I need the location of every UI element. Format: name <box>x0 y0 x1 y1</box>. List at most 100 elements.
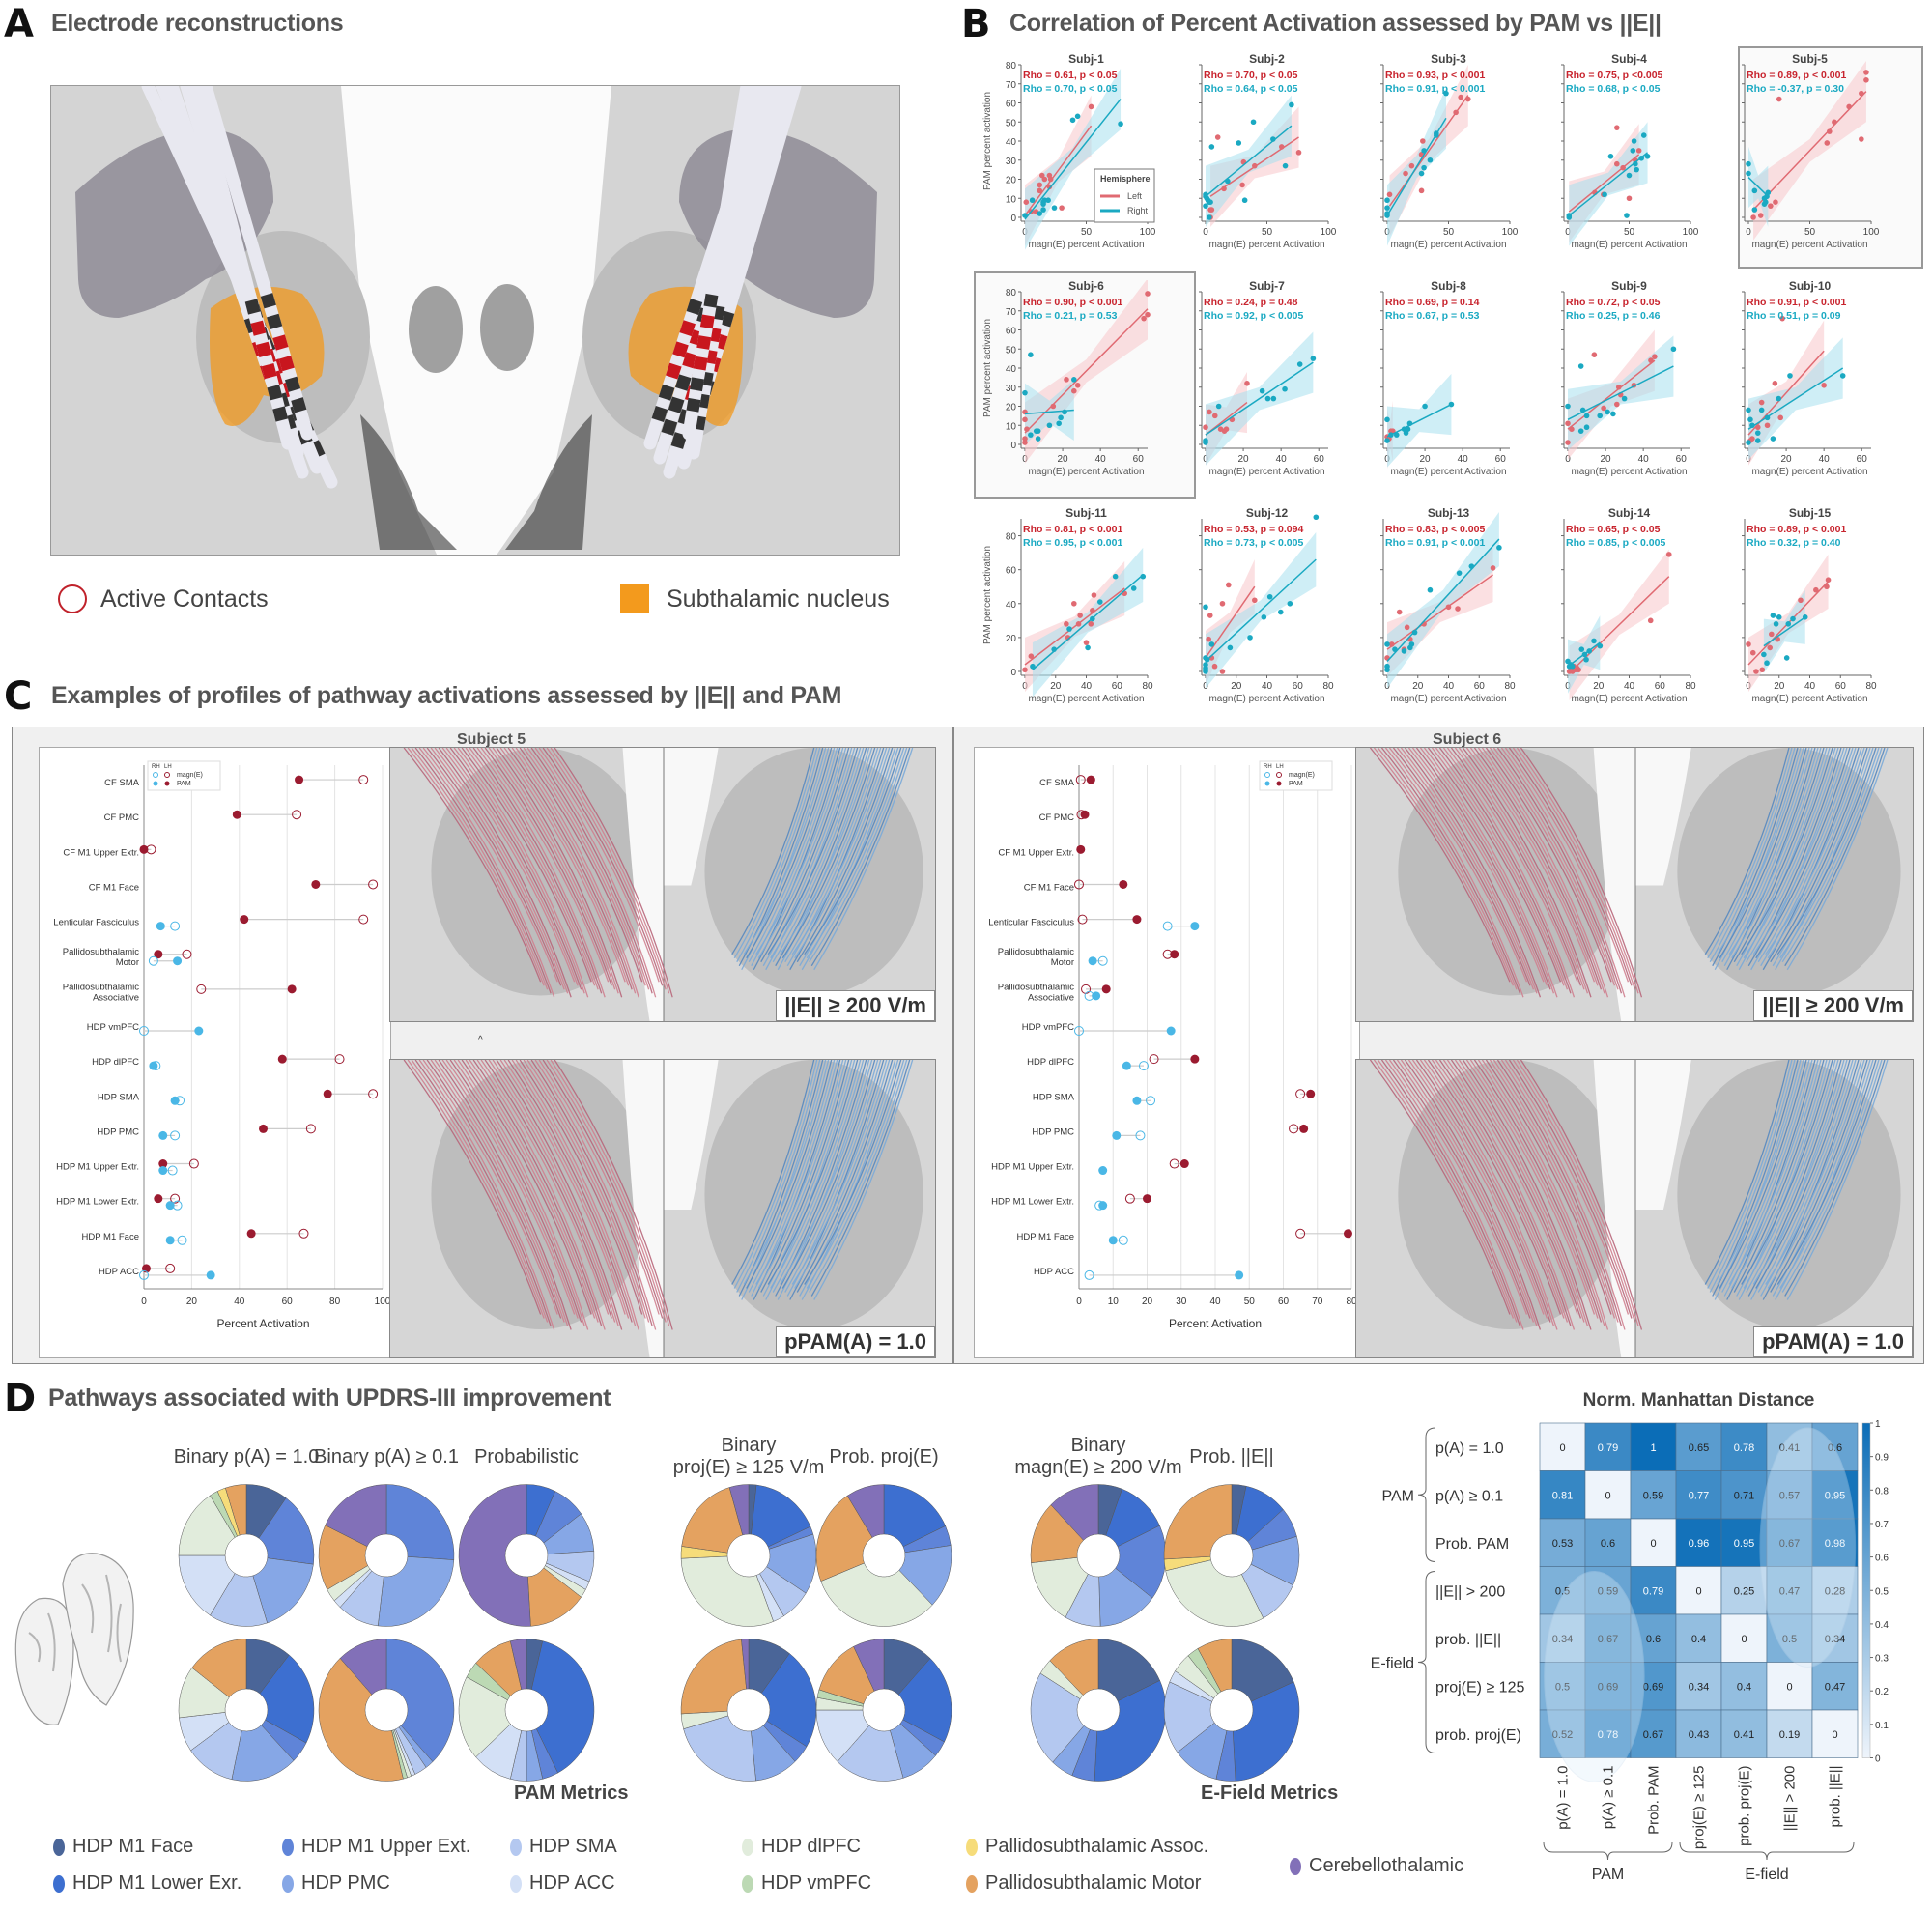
red-fiber-tract <box>1404 1060 1542 1330</box>
tractography-render <box>1356 1060 1913 1357</box>
electrode-contact <box>679 320 696 337</box>
data-point-right <box>1045 197 1051 204</box>
lh-pam-point <box>1076 844 1086 854</box>
scatter-subplot-subj-6: 010203040506070800204060magn(E) percent … <box>979 278 1157 483</box>
data-point-right <box>1785 621 1792 627</box>
heatmap-cell-value: 0.34 <box>1552 1634 1573 1645</box>
heatmap-cell <box>1720 1662 1768 1711</box>
red-fiber-tract <box>1442 748 1576 998</box>
legend-label: HDP dlPFC <box>761 1836 861 1857</box>
blue-fiber-tract <box>784 748 879 963</box>
scatter-svg: 020406080020406080magn(E) percent Activa… <box>982 506 1153 704</box>
heatmap-cell-value: 0.25 <box>1734 1585 1754 1597</box>
heatmap-cell-value: 0.5 <box>1782 1634 1797 1645</box>
x-tick-label: 60 <box>1655 681 1666 692</box>
donut-row1-col6 <box>1030 1484 1167 1627</box>
tract-image-efield-subject-6: ||E|| ≥ 200 V/m <box>1355 747 1914 1022</box>
x-axis-label: magn(E) percent Activation <box>1028 467 1144 477</box>
data-point-right <box>1607 154 1614 159</box>
red-fiber-tract <box>1496 1060 1623 1326</box>
data-point-right <box>1626 172 1633 179</box>
donut-column-title: Prob. proj(E) <box>829 1446 939 1468</box>
data-point-right <box>1112 573 1119 580</box>
col-group-label: E-field <box>1745 1867 1788 1883</box>
x-tick-label: 30 <box>1176 1297 1187 1307</box>
red-fiber-tract <box>445 1060 579 1319</box>
heatmap-cell <box>1811 1422 1859 1471</box>
data-point-left <box>1203 424 1208 431</box>
data-point-right <box>1644 154 1651 159</box>
electrode-render <box>51 86 899 555</box>
data-point-left <box>1064 621 1069 627</box>
heatmap-cell-value: 0.71 <box>1734 1490 1754 1501</box>
brain-structure <box>704 748 923 996</box>
blue-fiber-tract <box>813 748 914 971</box>
data-point-right <box>1630 148 1636 154</box>
rh-pam-point <box>194 1026 204 1036</box>
legend-color-dot-icon <box>282 1874 294 1893</box>
legend-item-hdp-sma: HDP SMA <box>510 1836 617 1858</box>
rho-right-label: Rho = 0.91, p < 0.001 <box>1385 83 1485 95</box>
blue-fiber-tract <box>780 748 873 955</box>
data-point-right <box>1597 413 1604 419</box>
heatmap-cell <box>1584 1709 1632 1758</box>
red-fiber-tract <box>488 748 616 990</box>
regression-line-right <box>1386 403 1452 438</box>
heatmap-cell-value: 0.79 <box>1598 1442 1618 1454</box>
rh-pam-point <box>1112 1130 1122 1140</box>
blue-fiber-tract <box>1755 1060 1851 1289</box>
data-point-left <box>1207 409 1212 415</box>
red-fiber-tract <box>1377 1060 1518 1323</box>
y-tick-label: 20 <box>1006 403 1017 413</box>
electrode-shaft <box>687 86 763 460</box>
scatter-subplot-subj-2: 0 50 100 magn(E) percent Activation Subj-2 Rh… <box>1159 52 1338 256</box>
heatmap-cell-value: 0.57 <box>1779 1490 1800 1501</box>
x-axis-label: Percent Activation <box>216 1317 309 1330</box>
legend-row-label: PAM <box>1289 781 1303 787</box>
data-point-right <box>1203 669 1208 674</box>
data-point-right <box>1035 436 1041 442</box>
data-point-left <box>1620 164 1626 171</box>
heatmap-cell <box>1811 1518 1859 1567</box>
rho-right-label: Rho = 0.67, p = 0.53 <box>1385 310 1480 322</box>
red-fiber-tract <box>469 748 599 990</box>
data-point-left <box>1652 354 1658 359</box>
category-label: Associative <box>1028 992 1074 1003</box>
red-fiber-tract <box>503 1060 630 1319</box>
x-tick-label: 0 <box>1076 1297 1082 1307</box>
dumbbell-plot-subject-6: 0 10 20 30 40 50 60 70 80 Percent Activation CF SM… <box>974 747 1360 1358</box>
data-point-left <box>1601 405 1606 412</box>
red-fiber-tract <box>1423 1060 1558 1330</box>
lh-pam-point <box>1101 984 1111 994</box>
data-point-left <box>1465 96 1471 102</box>
data-point-left <box>1615 384 1622 390</box>
red-fiber-tract <box>1481 748 1609 998</box>
red-fiber-tract <box>496 1060 623 1330</box>
blue-fiber-tract <box>760 748 850 963</box>
data-point-left <box>1239 182 1245 188</box>
x-tick-label: 70 <box>1312 1297 1323 1307</box>
red-fiber-tract <box>1431 1060 1565 1319</box>
category-label: HDP PMC <box>1032 1126 1074 1137</box>
y-tick-label: 0 <box>1010 668 1016 678</box>
donut-row1-col3 <box>458 1484 595 1627</box>
data-point-right <box>1046 422 1053 429</box>
donut-slice-hdp-dlpfc <box>458 1676 511 1758</box>
donut-slice-hdp-m1-face <box>748 1639 790 1694</box>
data-point-left <box>1798 597 1804 604</box>
x-axis-label: magn(E) percent Activation <box>1390 694 1506 704</box>
category-label: Motor <box>116 957 139 968</box>
donut-slice-hdp-pmc <box>252 1557 314 1624</box>
data-point-right <box>1770 436 1776 442</box>
donut-slice-pallidosubthalamic-motor <box>527 1567 582 1627</box>
legend-hemi-label: LH <box>1276 764 1284 770</box>
blue-fiber-tract <box>770 1060 862 1289</box>
data-point-left <box>1490 565 1496 571</box>
data-point-right <box>1583 656 1589 663</box>
panel-b-letter: B <box>961 2 991 46</box>
electrode-contact <box>690 377 705 392</box>
red-fiber-tract <box>1485 1060 1612 1315</box>
red-fiber-tract <box>1435 1060 1569 1323</box>
blue-fiber-tract <box>780 1060 873 1285</box>
